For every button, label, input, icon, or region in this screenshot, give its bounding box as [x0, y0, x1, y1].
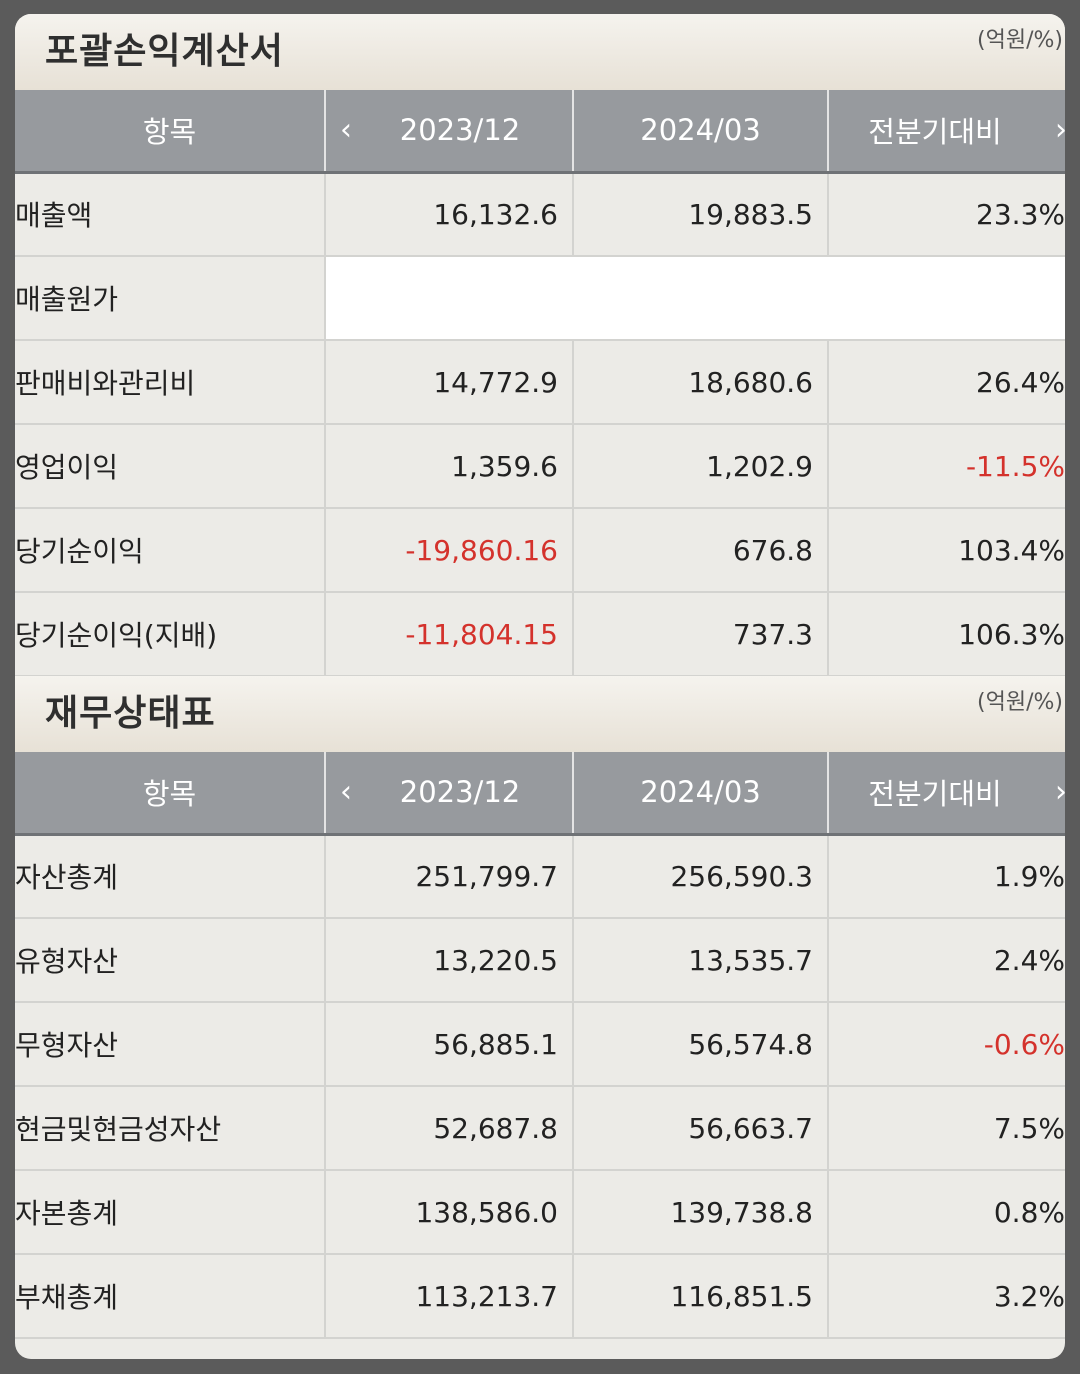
chevron-right-icon[interactable]: › [1055, 775, 1065, 810]
section-header: 포괄손익계산서 (억원/%) [15, 14, 1065, 90]
row-label: 매출원가 [15, 256, 326, 341]
change-cell: 106.3% [828, 592, 1065, 677]
unit-label: (억원/%) [977, 28, 1063, 53]
value-cell: 13,220.5 [325, 918, 574, 1003]
value-cell: 1,359.6 [325, 424, 574, 509]
row-label: 유형자산 [15, 918, 326, 1003]
change-cell: 103.4% [828, 508, 1065, 593]
income-table: 항목 ‹ 2023/12 2024/03 전분기대비 › 매출액 16,132.… [15, 90, 1065, 677]
value-cell: 1,202.9 [573, 424, 829, 509]
header-col3: 전분기대비 › [828, 752, 1065, 836]
value-cell: 56,574.8 [573, 1002, 829, 1087]
header-item: 항목 [15, 752, 326, 836]
change-cell: -0.6% [828, 1002, 1065, 1087]
table-row: 매출원가 [15, 256, 1065, 341]
change-cell: 7.5% [828, 1086, 1065, 1171]
table-row: 자산총계 251,799.7 256,590.3 1.9% [15, 834, 1065, 919]
table-header-row: 항목 ‹ 2023/12 2024/03 전분기대비 › [15, 752, 1065, 836]
section-header: 재무상태표 (억원/%) [15, 676, 1065, 752]
value-cell: 256,590.3 [573, 834, 829, 919]
value-cell: 138,586.0 [325, 1170, 574, 1255]
value-cell: 737.3 [573, 592, 829, 677]
table-row: 판매비와관리비 14,772.9 18,680.6 26.4% [15, 340, 1065, 425]
row-label: 무형자산 [15, 1002, 326, 1087]
change-cell: 2.4% [828, 918, 1065, 1003]
row-label: 영업이익 [15, 424, 326, 509]
value-cell: 14,772.9 [325, 340, 574, 425]
header-col1: ‹ 2023/12 [325, 90, 574, 174]
row-label: 판매비와관리비 [15, 340, 326, 425]
value-cell: 139,738.8 [573, 1170, 829, 1255]
table-row: 유형자산 13,220.5 13,535.7 2.4% [15, 918, 1065, 1003]
header-col2: 2024/03 [573, 752, 829, 836]
value-cell: 19,883.5 [573, 172, 829, 257]
row-label: 매출액 [15, 172, 326, 257]
table-row: 매출액 16,132.6 19,883.5 23.3% [15, 172, 1065, 257]
change-cell: 0.8% [828, 1170, 1065, 1255]
row-label: 당기순이익 [15, 508, 326, 593]
financial-card: 포괄손익계산서 (억원/%) 항목 ‹ 2023/12 2024/03 전분기대… [15, 14, 1065, 1359]
change-cell: 26.4% [828, 340, 1065, 425]
row-label: 현금및현금성자산 [15, 1086, 326, 1171]
value-cell: 251,799.7 [325, 834, 574, 919]
balance-table: 항목 ‹ 2023/12 2024/03 전분기대비 › 자산총계 251,79… [15, 752, 1065, 1339]
change-cell: 3.2% [828, 1254, 1065, 1339]
section-title: 재무상태표 [45, 693, 216, 734]
header-col3: 전분기대비 › [828, 90, 1065, 174]
value-cell: 18,680.6 [573, 340, 829, 425]
value-cell: 13,535.7 [573, 918, 829, 1003]
unit-label: (억원/%) [977, 690, 1063, 715]
income-statement-section: 포괄손익계산서 (억원/%) 항목 ‹ 2023/12 2024/03 전분기대… [15, 14, 1065, 677]
table-row: 현금및현금성자산 52,687.8 56,663.7 7.5% [15, 1086, 1065, 1171]
header-item: 항목 [15, 90, 326, 174]
value-cell: 676.8 [573, 508, 829, 593]
table-row: 무형자산 56,885.1 56,574.8 -0.6% [15, 1002, 1065, 1087]
chevron-left-icon[interactable]: ‹ [340, 774, 352, 810]
row-label: 부채총계 [15, 1254, 326, 1339]
chevron-right-icon[interactable]: › [1055, 113, 1065, 148]
table-row: 당기순이익(지배) -11,804.15 737.3 106.3% [15, 592, 1065, 677]
value-cell: 56,663.7 [573, 1086, 829, 1171]
value-cell: 56,885.1 [325, 1002, 574, 1087]
table-row: 영업이익 1,359.6 1,202.9 -11.5% [15, 424, 1065, 509]
table-header-row: 항목 ‹ 2023/12 2024/03 전분기대비 › [15, 90, 1065, 174]
header-col1: ‹ 2023/12 [325, 752, 574, 836]
value-cell: 116,851.5 [573, 1254, 829, 1339]
value-cell: -11,804.15 [325, 592, 574, 677]
table-row: 부채총계 113,213.7 116,851.5 3.2% [15, 1254, 1065, 1339]
change-cell: 1.9% [828, 834, 1065, 919]
header-col2: 2024/03 [573, 90, 829, 174]
section-title: 포괄손익계산서 [45, 31, 284, 72]
row-label: 자산총계 [15, 834, 326, 919]
empty-cell [325, 256, 1065, 341]
balance-sheet-section: 재무상태표 (억원/%) 항목 ‹ 2023/12 2024/03 전분기대비 … [15, 676, 1065, 1339]
row-label: 자본총계 [15, 1170, 326, 1255]
table-row: 자본총계 138,586.0 139,738.8 0.8% [15, 1170, 1065, 1255]
value-cell: 113,213.7 [325, 1254, 574, 1339]
value-cell: 16,132.6 [325, 172, 574, 257]
change-cell: 23.3% [828, 172, 1065, 257]
chevron-left-icon[interactable]: ‹ [340, 112, 352, 148]
value-cell: 52,687.8 [325, 1086, 574, 1171]
value-cell: -19,860.16 [325, 508, 574, 593]
change-cell: -11.5% [828, 424, 1065, 509]
table-row: 당기순이익 -19,860.16 676.8 103.4% [15, 508, 1065, 593]
row-label: 당기순이익(지배) [15, 592, 326, 677]
